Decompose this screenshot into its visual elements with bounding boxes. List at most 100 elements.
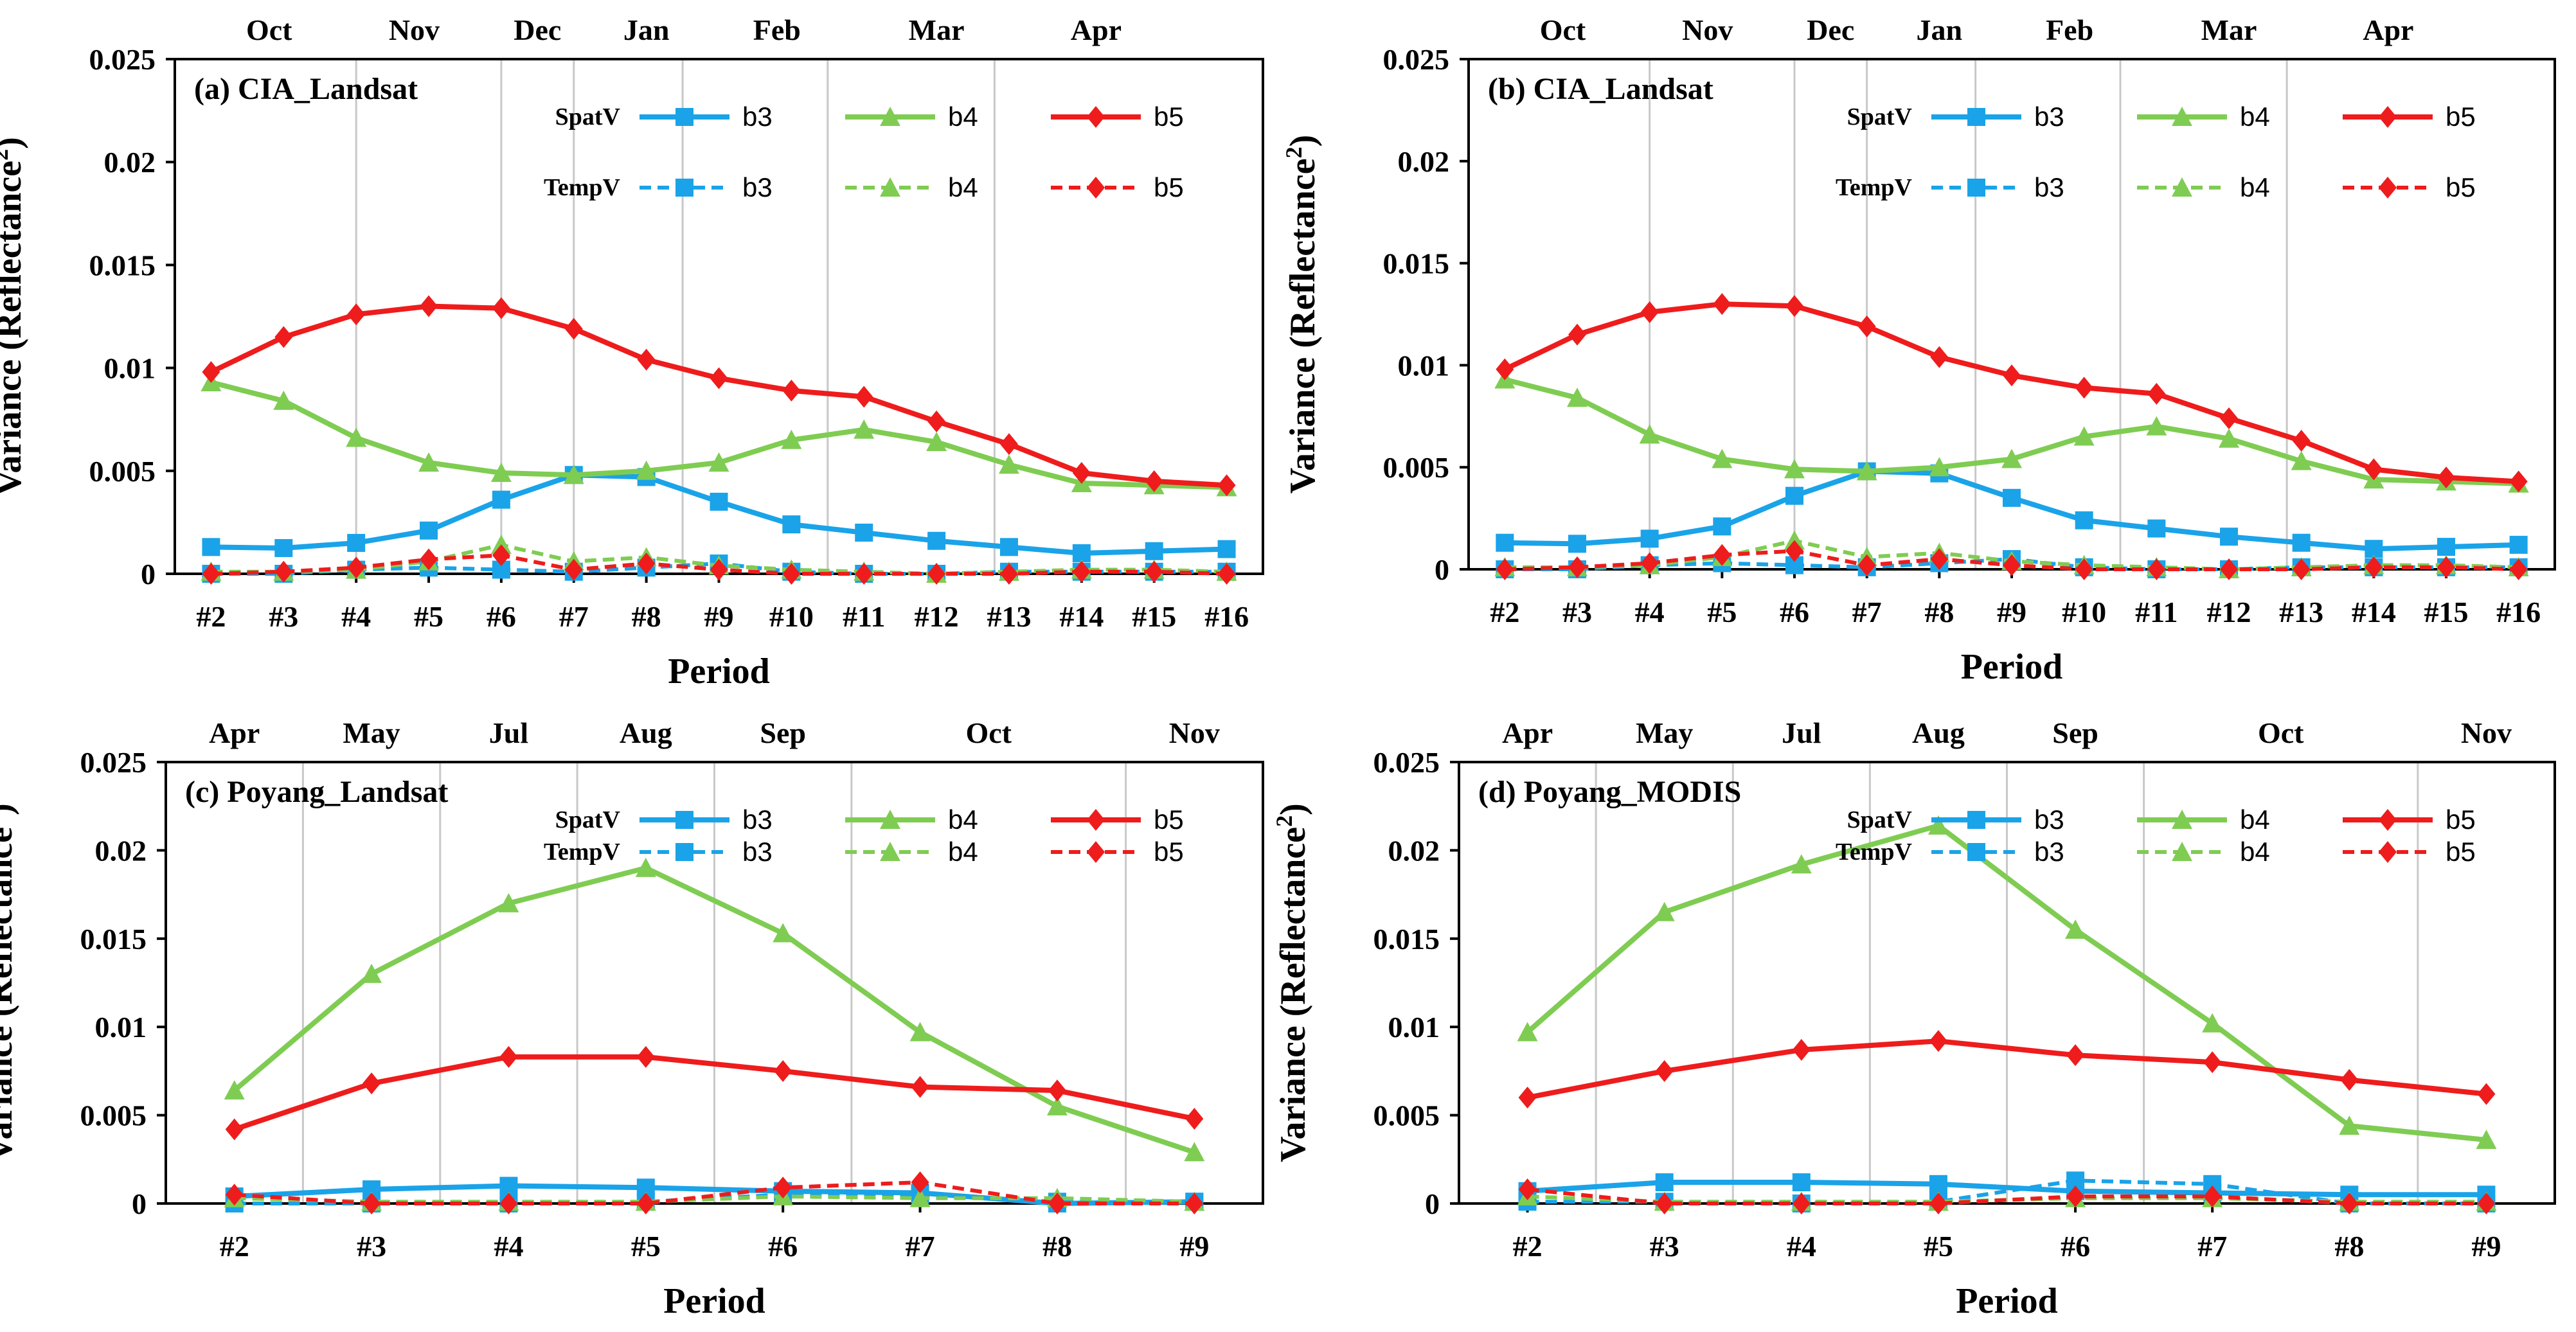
- plot-frame: [1458, 761, 2556, 1205]
- data-point-b5: [999, 433, 1018, 456]
- data-point-b3: [1145, 542, 1163, 560]
- legend-label-b4: b4: [2240, 804, 2270, 835]
- data-point-b3: [1568, 535, 1586, 553]
- month-label: Jan: [623, 13, 670, 46]
- legend-marker-b3: [675, 811, 693, 829]
- y-tick-label: 0.025: [1373, 746, 1440, 779]
- legend-label-b4: b4: [2240, 102, 2270, 132]
- data-point-b5: [1145, 560, 1163, 583]
- data-point-b4: [1791, 854, 1812, 874]
- y-tick-label: 0.005: [1373, 1099, 1440, 1132]
- data-point-b5: [1518, 1087, 1537, 1109]
- x-tick-label: #2: [1490, 596, 1519, 628]
- data-point-b5: [2203, 1185, 2222, 1208]
- y-tick-label: 0.015: [80, 923, 147, 955]
- data-point-b5: [1568, 556, 1586, 578]
- data-point-b5: [274, 560, 293, 583]
- y-tick-label: 0.02: [95, 834, 147, 867]
- data-point-b5: [2220, 558, 2238, 580]
- legend-marker-b5: [1087, 841, 1105, 863]
- data-point-b3: [2220, 528, 2238, 546]
- series-line-spatv-b5: [233, 1054, 1195, 1132]
- data-point-b3: [2075, 511, 2093, 529]
- data-point-b4: [1567, 387, 1588, 407]
- data-point-b5: [855, 386, 873, 408]
- legend-label-b3: b3: [742, 837, 773, 867]
- data-point-b5: [1072, 560, 1091, 583]
- x-tick-label: #4: [1787, 1230, 1816, 1263]
- data-point-b5: [2365, 556, 2383, 578]
- data-point-b5: [564, 558, 583, 581]
- month-label: Dec: [514, 13, 561, 46]
- panel-title: (d) Poyang_MODIS: [1478, 775, 1741, 809]
- x-tick-label: #6: [2061, 1230, 2090, 1263]
- y-axis-title: Variance (Reflectance2): [1271, 803, 1313, 1162]
- month-label: Sep: [2052, 716, 2098, 749]
- x-tick-label: #6: [487, 600, 516, 633]
- x-axis-title: Period: [663, 1281, 765, 1321]
- y-axis-title: Variance (Reflectance2): [0, 803, 20, 1162]
- data-point-b5: [1185, 1108, 1204, 1130]
- month-label: Nov: [1169, 716, 1220, 749]
- legend-marker-b3: [675, 843, 693, 861]
- x-axis-title: Period: [1961, 647, 2063, 687]
- y-tick-label: 0.01: [1398, 349, 1450, 382]
- legend-marker-b3: [675, 179, 693, 197]
- y-axis-title-end: ): [1273, 803, 1313, 815]
- month-label: Nov: [389, 13, 440, 46]
- data-point-b3: [1072, 544, 1091, 562]
- data-point-b4: [636, 460, 657, 480]
- legend-label-b4: b4: [2240, 172, 2270, 202]
- y-axis-title-main: Variance (Reflectance: [0, 827, 20, 1162]
- data-point-b5: [499, 1193, 518, 1214]
- y-axis-title-sup: 2: [0, 815, 4, 827]
- data-point-b5: [2003, 554, 2021, 576]
- legend-row-label: SpatV: [1847, 806, 1913, 833]
- data-point-b5: [492, 297, 510, 319]
- legend-label-b3: b3: [2034, 837, 2064, 867]
- data-point-b5: [1929, 1193, 1947, 1214]
- y-axis-title-sup: 2: [0, 149, 13, 161]
- legend-row-label: SpatV: [1847, 103, 1913, 130]
- series-line-spatv-b4: [1525, 822, 2487, 1143]
- data-point-b5: [1145, 470, 1163, 492]
- y-tick-label: 0.025: [89, 43, 156, 76]
- legend-label-b3: b3: [742, 804, 773, 835]
- data-point-b4: [2073, 426, 2095, 446]
- month-label: Mar: [909, 13, 965, 46]
- data-point-b4: [2001, 448, 2022, 468]
- data-point-b5: [2292, 429, 2311, 452]
- data-point-b3: [1640, 529, 1659, 548]
- legend-marker-b5: [2379, 106, 2397, 128]
- month-label: Dec: [1807, 13, 1854, 46]
- legend-row-label: SpatV: [555, 103, 621, 130]
- data-point-b3: [202, 538, 220, 556]
- x-tick-label: #2: [1513, 1230, 1543, 1263]
- data-point-b3: [2437, 538, 2455, 556]
- data-point-b5: [347, 303, 366, 326]
- data-point-b4: [490, 535, 512, 555]
- legend-label-b4: b4: [948, 837, 978, 867]
- data-point-b5: [2292, 558, 2311, 580]
- legend-marker-b3: [1967, 108, 1985, 126]
- data-point-b3: [1792, 1173, 1811, 1192]
- y-tick-label: 0.005: [80, 1099, 147, 1132]
- legend-label-b5: b5: [2446, 837, 2476, 867]
- legend-row-label: TempV: [544, 174, 621, 201]
- month-label: Oct: [1540, 13, 1586, 46]
- chart-panel-b: 0 0.005 0.01 0.015 0.02 0.025 #2 #3 #4 #5 #6 #7 #8 #9…: [1281, 13, 2556, 687]
- data-point-b5: [1930, 346, 1949, 368]
- x-tick-label: #13: [987, 600, 1031, 633]
- x-tick-label: #7: [1852, 596, 1882, 628]
- data-point-b5: [1930, 548, 1949, 571]
- legend-label-b3: b3: [742, 172, 773, 202]
- legend-label-b5: b5: [2446, 804, 2476, 835]
- data-point-b5: [710, 367, 728, 389]
- y-axis-title-end: ): [0, 803, 20, 815]
- data-point-b5: [999, 563, 1018, 585]
- data-point-b5: [499, 1045, 518, 1068]
- data-point-b5: [2147, 382, 2166, 405]
- data-point-b4: [781, 429, 802, 449]
- y-tick-label: 0: [1435, 553, 1449, 586]
